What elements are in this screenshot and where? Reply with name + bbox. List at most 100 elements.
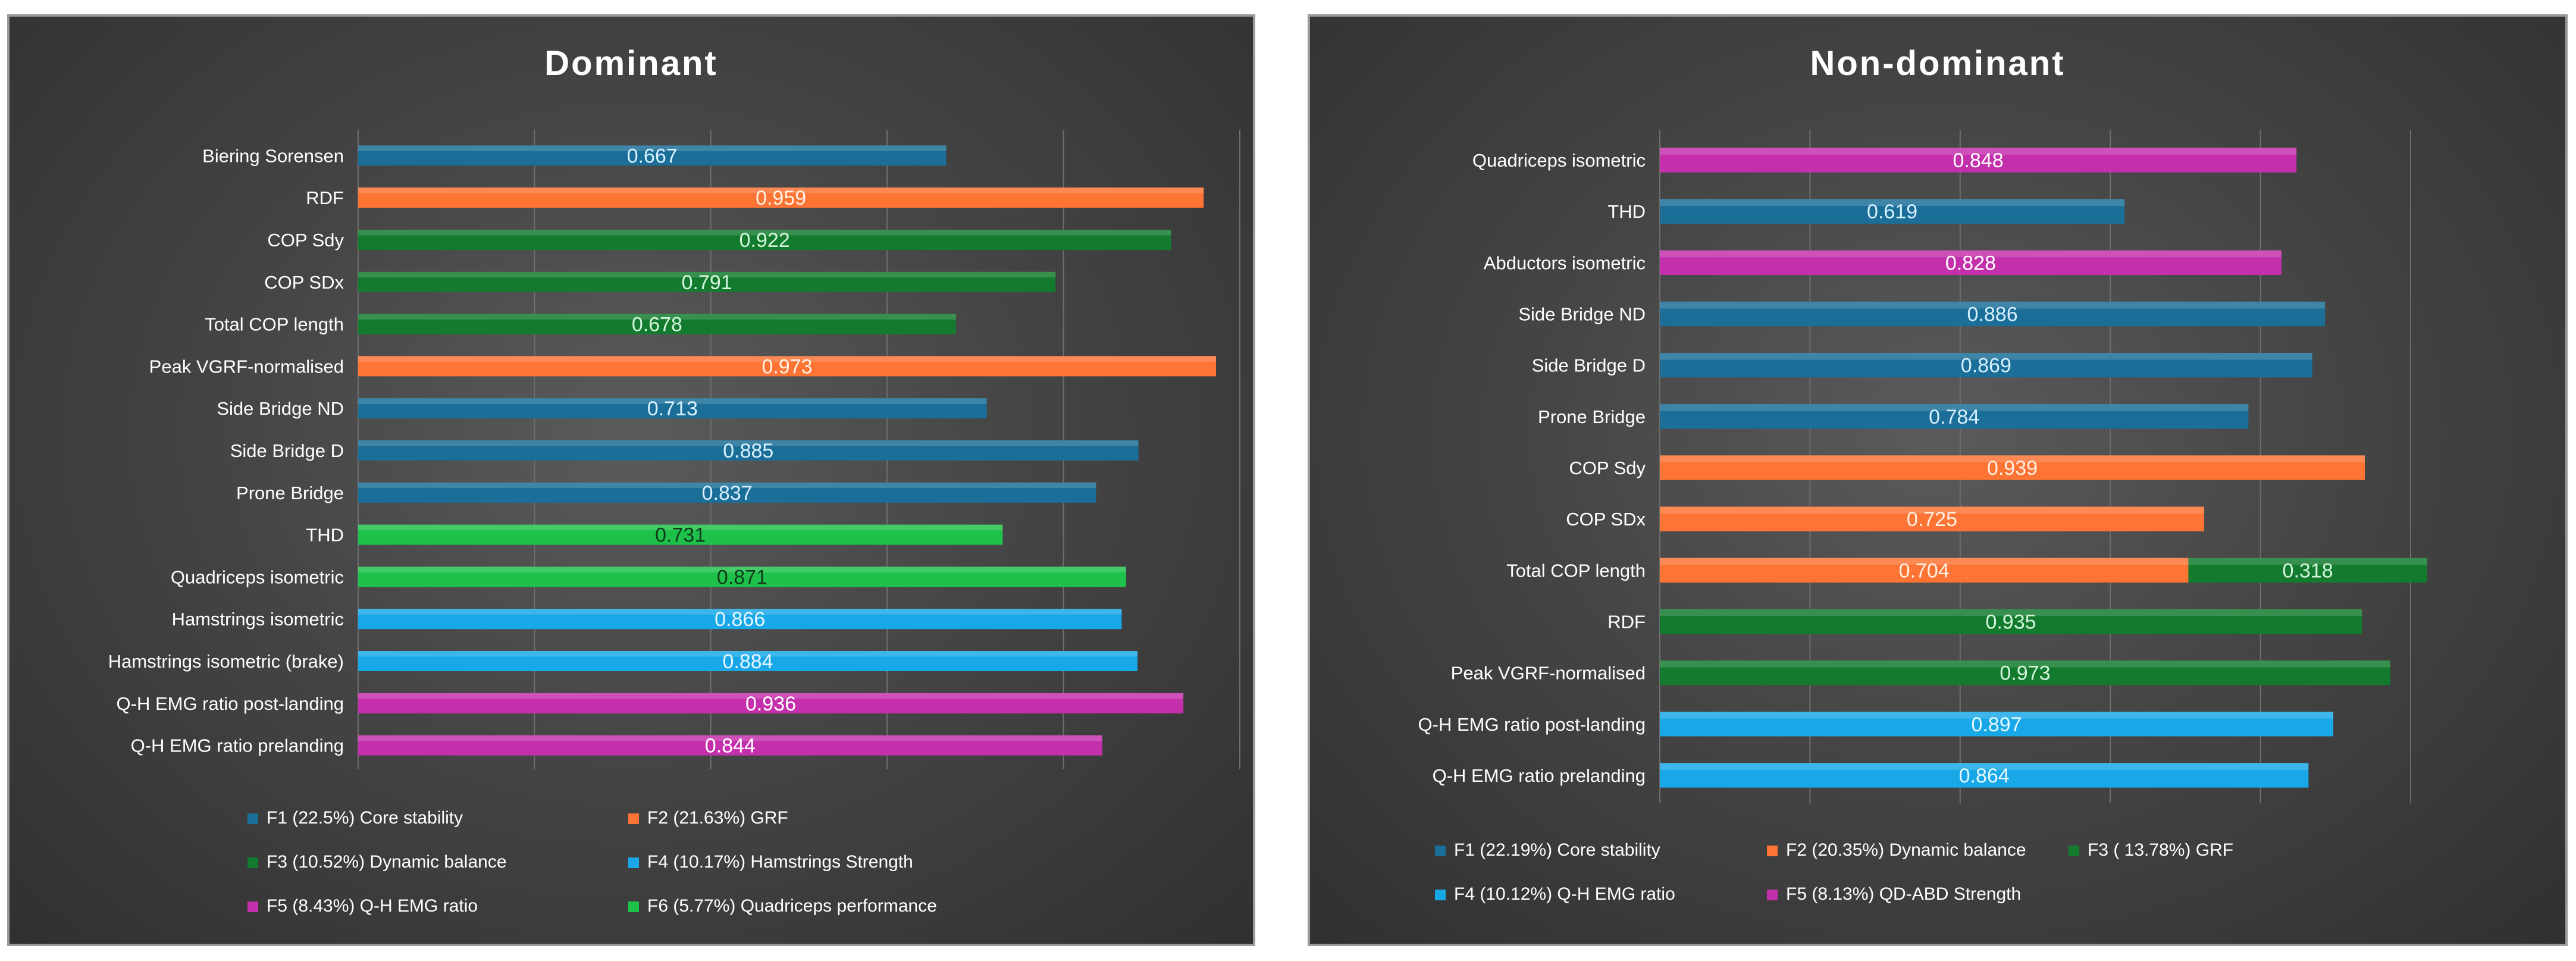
category-label: Q-H EMG ratio prelanding — [131, 735, 344, 756]
bar — [358, 735, 1102, 756]
bar-highlight — [358, 566, 1126, 572]
data-label: 0.844 — [705, 735, 756, 757]
bar — [358, 356, 1216, 377]
data-label: 0.866 — [714, 608, 765, 631]
bar-highlight — [358, 314, 956, 320]
data-label: 0.667 — [627, 145, 678, 167]
bar-highlight — [358, 230, 1171, 236]
category-label: Quadriceps isometric — [171, 566, 344, 587]
category-label: RDF — [1607, 611, 1646, 632]
data-label: 0.935 — [1985, 611, 2036, 633]
bar — [358, 482, 1096, 503]
legend-swatch — [2069, 846, 2079, 856]
data-label: 0.939 — [1987, 457, 2038, 480]
data-label: 0.828 — [1945, 252, 1996, 274]
chart-title: Dominant — [544, 44, 717, 83]
legend-swatch — [1767, 846, 1778, 856]
category-label: THD — [306, 525, 344, 546]
bar-highlight — [358, 693, 1184, 699]
legend-label: F2 (21.63%) GRF — [647, 808, 788, 828]
bar-highlight — [358, 145, 947, 151]
bar — [358, 398, 987, 419]
bar-highlight — [1660, 199, 2125, 206]
bar-highlight — [1660, 250, 2282, 258]
category-label: COP Sdy — [267, 230, 344, 251]
data-label: 0.897 — [1971, 713, 2022, 736]
legend-label: F2 (20.35%) Dynamic balance — [1786, 840, 2026, 860]
bar — [1660, 712, 2334, 737]
bar-highlight — [1660, 353, 2312, 360]
bar-highlight — [1660, 301, 2326, 309]
bar-highlight — [358, 609, 1122, 615]
bar — [358, 230, 1171, 250]
data-label: 0.713 — [647, 397, 698, 420]
category-label: Biering Sorensen — [202, 145, 344, 166]
bar — [358, 145, 947, 166]
bar-highlight — [358, 398, 987, 404]
bar-highlight — [358, 735, 1102, 741]
data-label: 0.731 — [655, 524, 706, 547]
bar — [358, 693, 1184, 713]
legend-swatch — [247, 901, 258, 912]
legend-swatch — [247, 857, 258, 868]
data-label: 0.886 — [1967, 303, 2018, 326]
bar — [1660, 558, 2189, 583]
data-label: 0.318 — [2283, 559, 2333, 582]
bar-highlight — [2188, 558, 2427, 565]
data-label: 0.784 — [1929, 406, 1979, 428]
bar — [358, 524, 1003, 545]
legend-label: F5 (8.43%) Q-H EMG ratio — [267, 896, 478, 916]
bar-highlight — [1660, 404, 2249, 411]
data-label: 0.837 — [702, 482, 753, 505]
data-label: 0.791 — [682, 271, 732, 294]
legend-swatch — [1767, 890, 1778, 900]
category-label: Q-H EMG ratio post-landing — [1418, 714, 1646, 735]
bar — [1660, 763, 2309, 788]
category-label: Side Bridge D — [1532, 355, 1646, 376]
data-label: 0.922 — [739, 229, 790, 252]
data-label: 0.936 — [745, 693, 796, 715]
bar-highlight — [1660, 455, 2365, 462]
bar — [358, 651, 1138, 671]
bar — [358, 314, 956, 334]
bar-highlight — [358, 356, 1216, 362]
bar-highlight — [358, 187, 1204, 193]
legend-swatch — [628, 857, 639, 868]
data-label: 0.869 — [1961, 355, 2011, 377]
data-label: 0.973 — [2000, 662, 2050, 685]
legend-swatch — [1435, 846, 1446, 856]
bar — [358, 609, 1122, 630]
bar-highlight — [1660, 506, 2204, 514]
nondominant-chart: Non-dominant Quadriceps isometric THD Abdu… — [1418, 44, 2427, 904]
category-label: Side Bridge ND — [1518, 304, 1646, 325]
bar-highlight — [358, 651, 1138, 657]
category-label: Hamstrings isometric (brake) — [108, 651, 344, 672]
bar-highlight — [1660, 712, 2334, 719]
bar-highlight — [358, 271, 1056, 278]
bar-highlight — [358, 482, 1096, 489]
bar-highlight — [1660, 558, 2189, 565]
bar-highlight — [1660, 763, 2309, 770]
bar — [1660, 455, 2365, 480]
category-label: Abductors isometric — [1484, 252, 1646, 273]
legend-swatch — [628, 901, 639, 912]
dominant-chart-panel: Dominant Biering Sorensen RDF COP Sdy COP S… — [7, 14, 1255, 946]
legend-swatch — [247, 813, 258, 824]
bar — [1660, 506, 2204, 531]
legend-label: F3 (10.52%) Dynamic balance — [267, 852, 507, 872]
category-label: THD — [1607, 201, 1646, 222]
category-label: Total COP length — [205, 314, 344, 335]
data-label: 0.884 — [722, 650, 773, 673]
category-label: RDF — [306, 187, 344, 208]
category-label: Prone Bridge — [236, 483, 344, 503]
legend-swatch — [628, 813, 639, 824]
bar — [358, 440, 1139, 461]
data-label: 0.704 — [1899, 559, 1950, 582]
legend-swatch — [1435, 890, 1446, 900]
category-label: COP SDx — [264, 272, 344, 293]
data-label: 0.885 — [723, 440, 773, 462]
data-label: 0.973 — [761, 355, 812, 378]
chart-title: Non-dominant — [1810, 44, 2065, 83]
bar — [2188, 558, 2427, 583]
bar-highlight — [358, 524, 1003, 531]
